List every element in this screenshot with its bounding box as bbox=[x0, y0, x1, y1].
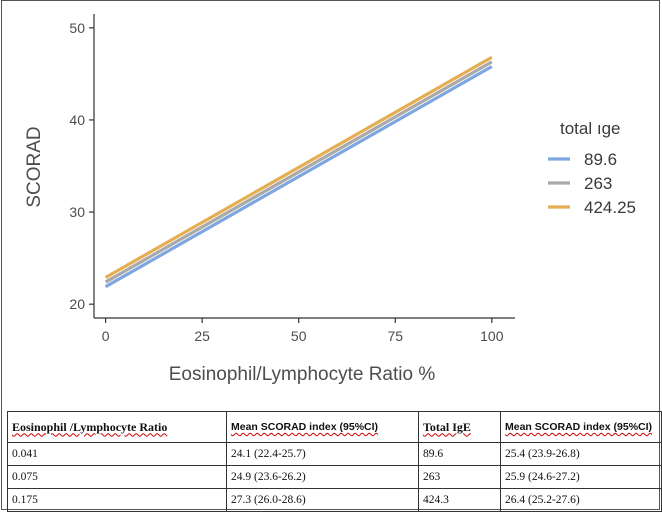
y-tick-label: 40 bbox=[69, 112, 85, 128]
table-cell: 263 bbox=[418, 465, 501, 489]
x-tick-label: 25 bbox=[194, 328, 210, 344]
table-cell: 25.4 (23.9-26.8) bbox=[500, 442, 662, 466]
legend-title: total ıge bbox=[560, 119, 621, 138]
x-tick-label: 0 bbox=[102, 328, 110, 344]
table-cell: 25.9 (24.6-27.2) bbox=[500, 465, 662, 489]
table-row: 0.175 27.3 (26.0-28.6) 424.3 26.4 (25.2-… bbox=[7, 488, 662, 512]
legend-label: 263 bbox=[584, 174, 612, 193]
y-tick-label: 30 bbox=[69, 204, 85, 220]
table-cell: 89.6 bbox=[418, 442, 501, 466]
table-row: 0.041 24.1 (22.4-25.7) 89.6 25.4 (23.9-2… bbox=[7, 442, 662, 466]
table-cell: 0.075 bbox=[7, 465, 227, 489]
chart: 20 30 40 50 0 25 50 75 100 SCORAD Eosinophil/Lym… bbox=[24, 14, 636, 385]
table-cell: 24.1 (22.4-25.7) bbox=[226, 442, 419, 466]
series-line-263 bbox=[104, 60, 493, 284]
table-cell: 424.3 bbox=[418, 488, 501, 512]
legend-label: 424.25 bbox=[584, 198, 636, 217]
y-tick-label: 20 bbox=[69, 296, 85, 312]
table-header-row: Eosinophil /Lymphocyte Ratio Mean SCORAD… bbox=[7, 411, 662, 443]
legend-label: 89.6 bbox=[584, 150, 617, 169]
x-tick-label: 75 bbox=[387, 328, 403, 344]
table-cell: 0.175 bbox=[7, 488, 227, 512]
series-line-89-6 bbox=[104, 65, 493, 289]
table-cell: 24.9 (23.6-26.2) bbox=[226, 465, 419, 489]
plot-area: 20 30 40 50 0 25 50 75 100 bbox=[69, 14, 515, 344]
x-axis-label: Eosinophil/Lymphocyte Ratio % bbox=[169, 364, 436, 385]
results-table: Eosinophil /Lymphocyte Ratio Mean SCORAD… bbox=[7, 411, 662, 512]
y-axis-label: SCORAD bbox=[24, 126, 45, 207]
header-total-ige: Total IgE bbox=[418, 411, 501, 443]
table-cell: 0.041 bbox=[7, 442, 227, 466]
x-tick-label: 100 bbox=[480, 328, 504, 344]
table-cell: 27.3 (26.0-28.6) bbox=[226, 488, 419, 512]
legend: total ıge 89.6 263 424.25 bbox=[548, 119, 636, 217]
header-eosinophil-ratio: Eosinophil /Lymphocyte Ratio bbox=[7, 411, 227, 443]
header-mean-scorad-2: Mean SCORAD index (95%CI) bbox=[500, 411, 662, 443]
header-mean-scorad-1: Mean SCORAD index (95%CI) bbox=[226, 411, 419, 443]
series-line-424-25 bbox=[104, 55, 493, 279]
x-tick-label: 50 bbox=[291, 328, 307, 344]
table-row: 0.075 24.9 (23.6-26.2) 263 25.9 (24.6-27… bbox=[7, 465, 662, 489]
table-cell: 26.4 (25.2-27.6) bbox=[500, 488, 662, 512]
y-tick-label: 50 bbox=[69, 20, 85, 36]
